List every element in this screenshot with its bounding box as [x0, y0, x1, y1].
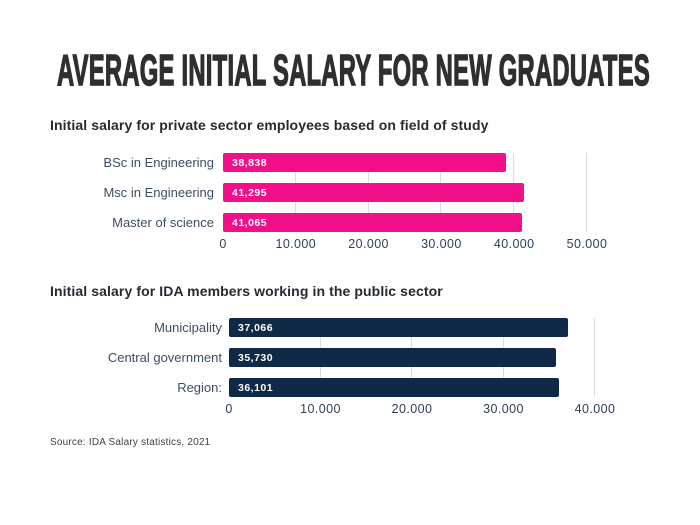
x-axis: 0 10.000 20.000 30.000 40.000: [225, 402, 615, 416]
bar: 36,101: [229, 378, 560, 397]
chart-row: BSc in Engineering 38,838: [50, 153, 587, 172]
bar-value-label: 41,295: [232, 186, 268, 199]
chart-row: Central government 35,730: [50, 348, 595, 367]
chart-row: Master of science 41,065: [50, 213, 587, 232]
bar: 38,838: [223, 153, 506, 172]
bar-value-label: 41,065: [232, 216, 268, 229]
bar: 37,066: [229, 318, 569, 337]
tick-label: 50.000: [566, 237, 608, 251]
chart-title: Initial salary for IDA members working i…: [50, 283, 443, 299]
tick-label: 40.000: [493, 237, 535, 251]
bar-track: 41,065: [223, 213, 587, 232]
chart-row: Region: 36,101: [50, 378, 595, 397]
category-label: Central government: [107, 350, 222, 365]
tick-label: 30.000: [483, 402, 524, 416]
tick-label: 10.000: [275, 237, 317, 251]
bar-track: 37,066: [229, 318, 595, 337]
bar: 35,730: [229, 348, 556, 367]
bar: 41,295: [223, 183, 524, 202]
bar-track: 38,838: [223, 153, 587, 172]
tick-label: 10.000: [300, 402, 341, 416]
chart-row: Msc in Engineering 41,295: [50, 183, 587, 202]
category-label: BSc in Engineering: [103, 155, 214, 170]
category-label: Msc in Engineering: [103, 185, 214, 200]
bar-rows: Municipality 37,066 Central government 35,7…: [50, 318, 595, 397]
gridline: [594, 318, 595, 397]
bar-track: 41,295: [223, 183, 587, 202]
bar-track: 36,101: [229, 378, 595, 397]
chart-title: Initial salary for private sector employ…: [50, 117, 489, 133]
bar-track: 35,730: [229, 348, 595, 367]
tick-label: 20.000: [348, 237, 389, 251]
source-note: Source: IDA Salary statistics, 2021: [50, 437, 211, 448]
tick-label: 0: [225, 402, 233, 416]
tick-label: 30.000: [421, 237, 462, 251]
x-axis: 0 10.000 20.000 30.000 40.000 50.000: [219, 237, 607, 251]
bar-rows: BSc in Engineering 38,838 Msc in Engineeri…: [50, 153, 587, 232]
chart-row: Municipality 37,066: [50, 318, 595, 337]
page-title: AVERAGE INITIAL SALARY FOR NEW GRADUATES: [57, 46, 650, 95]
tick-label: 20.000: [391, 402, 433, 416]
bar-value-label: 38,838: [232, 156, 268, 169]
tick-label: 0: [219, 237, 227, 251]
bar: 41,065: [223, 213, 522, 232]
category-label: Region:: [177, 380, 222, 395]
category-label: Municipality: [154, 320, 222, 335]
bar-value-label: 35,730: [238, 351, 274, 364]
tick-label: 40.000: [574, 402, 616, 416]
category-label: Master of science: [112, 215, 214, 230]
bar-value-label: 36,101: [238, 381, 274, 394]
gridline: [586, 153, 587, 232]
bar-value-label: 37,066: [238, 321, 274, 334]
